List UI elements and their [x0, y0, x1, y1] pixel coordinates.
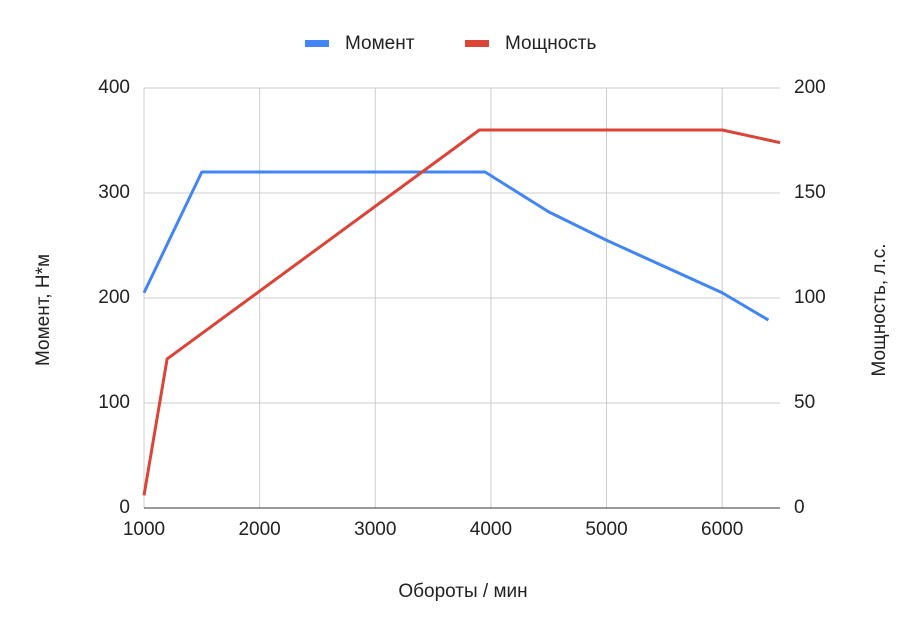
- y-axis-title: Момент, Н*м: [33, 254, 54, 366]
- legend-label: Мощность: [505, 33, 597, 54]
- x-tick-label: 4000: [470, 519, 512, 540]
- x-tick-label: 6000: [701, 519, 743, 540]
- y2-tick-label: 50: [794, 392, 815, 413]
- y2-tick-label: 150: [794, 182, 826, 203]
- x-axis-title: Обороты / мин: [398, 581, 527, 602]
- x-tick-label: 1000: [123, 519, 165, 540]
- x-tick-label: 5000: [585, 519, 627, 540]
- legend-swatch: [305, 40, 329, 47]
- legend-label: Момент: [345, 33, 415, 54]
- y-tick-label: 0: [119, 497, 130, 518]
- y-tick-label: 100: [98, 392, 130, 413]
- y2-tick-label: 100: [794, 287, 826, 308]
- y-tick-label: 400: [98, 77, 130, 98]
- series-line: [142, 170, 770, 322]
- y2-axis-title: Мощность, л.с.: [869, 243, 890, 376]
- y-tick-label: 200: [98, 287, 130, 308]
- series-line: [142, 128, 781, 496]
- y2-tick-label: 200: [794, 77, 826, 98]
- y-tick-label: 300: [98, 182, 130, 203]
- x-tick-label: 2000: [238, 519, 280, 540]
- legend-swatch: [465, 40, 489, 47]
- y2-tick-label: 0: [794, 497, 805, 518]
- x-tick-label: 3000: [354, 519, 396, 540]
